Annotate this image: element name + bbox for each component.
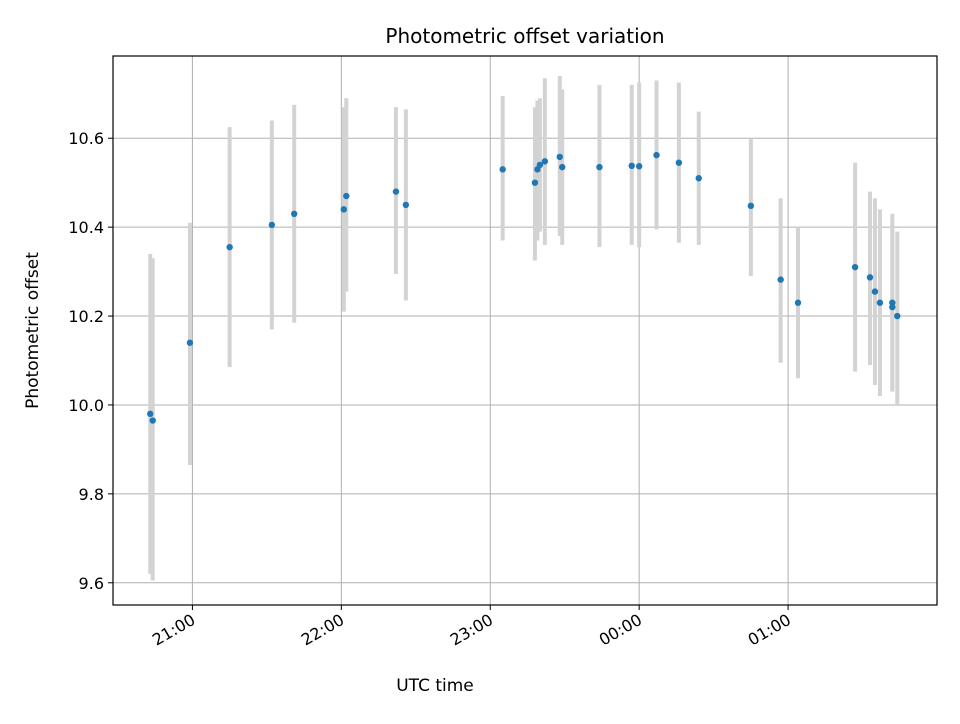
- x-axis-ticks: 21:00 22:00 23:00 00:00 01:00: [149, 605, 794, 650]
- data-point: [889, 299, 896, 306]
- data-point: [556, 153, 563, 161]
- data-point: [402, 201, 410, 209]
- data-point: [340, 206, 348, 213]
- data-point: [392, 188, 400, 195]
- data-point: [794, 299, 802, 306]
- y-tick-label: 9.8: [79, 485, 104, 504]
- y-tick-label: 10.4: [68, 218, 104, 237]
- data-point: [851, 263, 859, 271]
- data-point: [889, 303, 896, 311]
- data-point: [628, 162, 635, 169]
- chart-title: Photometric offset variation: [385, 24, 664, 48]
- plot-frame: [112, 55, 938, 606]
- x-axis-label: UTC time: [396, 676, 474, 696]
- data-point: [149, 417, 156, 424]
- data-points: [147, 151, 901, 424]
- x-tick-label: 00:00: [596, 610, 645, 650]
- data-point: [596, 163, 603, 171]
- y-tick-label: 9.6: [79, 574, 104, 593]
- grid-lines: [113, 56, 937, 605]
- data-point: [777, 276, 784, 283]
- data-point: [268, 221, 276, 229]
- data-point: [147, 410, 154, 418]
- y-axis-label: Photometric offset: [23, 252, 43, 409]
- data-point: [531, 179, 539, 186]
- data-point: [675, 159, 683, 166]
- data-point: [653, 151, 660, 159]
- data-point: [695, 175, 702, 182]
- data-point: [499, 166, 506, 173]
- y-tick-label: 10.2: [68, 307, 104, 326]
- data-point: [536, 161, 544, 169]
- data-point: [290, 210, 298, 218]
- data-point: [876, 299, 884, 306]
- y-axis-ticks: 9.6 9.8 10.0 10.2 10.4 10.6: [68, 129, 113, 593]
- x-tick-label: 01:00: [745, 610, 794, 650]
- data-point: [894, 312, 901, 320]
- data-point: [871, 288, 879, 295]
- x-tick-label: 21:00: [149, 610, 198, 650]
- data-point: [343, 192, 350, 200]
- data-point: [747, 202, 755, 210]
- data-point: [635, 163, 643, 170]
- y-tick-label: 10.6: [68, 129, 104, 148]
- data-point: [866, 274, 874, 281]
- y-tick-label: 10.0: [68, 396, 104, 415]
- data-point: [226, 243, 233, 251]
- error-bars: [148, 76, 900, 581]
- x-tick-label: 23:00: [447, 610, 496, 650]
- data-point: [186, 339, 194, 346]
- data-point: [541, 158, 549, 165]
- data-point: [559, 163, 566, 171]
- x-tick-label: 22:00: [298, 610, 347, 650]
